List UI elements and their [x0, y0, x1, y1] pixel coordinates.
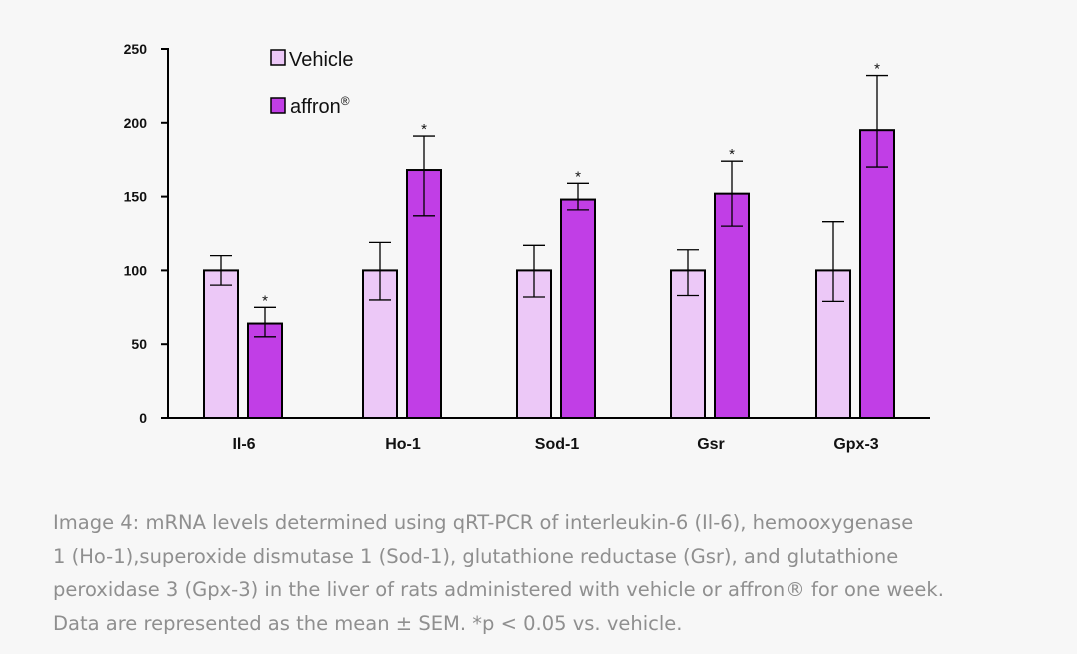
- legend-swatch-vehicle: [270, 49, 286, 66]
- x-tick-label: Ho-1: [385, 436, 421, 453]
- y-tick-label: 250: [124, 41, 148, 57]
- y-tick-label: 200: [124, 115, 148, 131]
- significance-marker: *: [262, 292, 268, 309]
- bar-affron: [406, 169, 442, 419]
- y-tick-label: 50: [131, 336, 147, 352]
- legend-label-affron-text: affron: [290, 96, 341, 118]
- y-tick-label: 0: [139, 410, 147, 426]
- x-tick-label: Gpx-3: [833, 436, 878, 453]
- significance-marker: *: [874, 61, 880, 78]
- bar-affron: [859, 129, 895, 419]
- legend-label-affron: affron®: [290, 94, 350, 118]
- x-tick-label: Gsr: [697, 436, 725, 453]
- x-tick-label: Il-6: [232, 436, 255, 453]
- caption-line: 1 (Ho-1),superoxide dismutase 1 (Sod-1),…: [53, 544, 899, 568]
- caption-line: Image 4: mRNA levels determined using qR…: [53, 511, 914, 534]
- y-tick-label: 100: [124, 262, 148, 278]
- legend-label-vehicle: Vehicle: [289, 49, 354, 71]
- chart-legend: Vehicle affron®: [270, 49, 354, 118]
- significance-marker: *: [729, 146, 735, 163]
- chart-bars: * * * * *: [203, 61, 895, 420]
- bar-affron: [247, 322, 283, 420]
- bar-affron: [560, 198, 596, 419]
- caption-line: Data are represented as the mean ± SEM. …: [53, 611, 683, 635]
- bar-affron: [714, 192, 750, 419]
- figure-caption: Image 4: mRNA levels determined using qR…: [53, 506, 1043, 640]
- y-tick-label: 150: [124, 189, 148, 205]
- legend-swatch-affron: [270, 97, 286, 114]
- bar-vehicle: [203, 269, 239, 419]
- significance-marker: *: [421, 121, 427, 138]
- chart-axes: 0 50 100 150 200 250 Il-6 Ho-1 Sod-1 Gsr Gpx-3: [124, 41, 930, 453]
- caption-line: peroxidase 3 (Gpx-3) in the liver of rat…: [53, 578, 944, 601]
- legend-label-affron-sup: ®: [341, 94, 350, 108]
- significance-marker: *: [575, 168, 581, 185]
- x-tick-label: Sod-1: [535, 436, 580, 453]
